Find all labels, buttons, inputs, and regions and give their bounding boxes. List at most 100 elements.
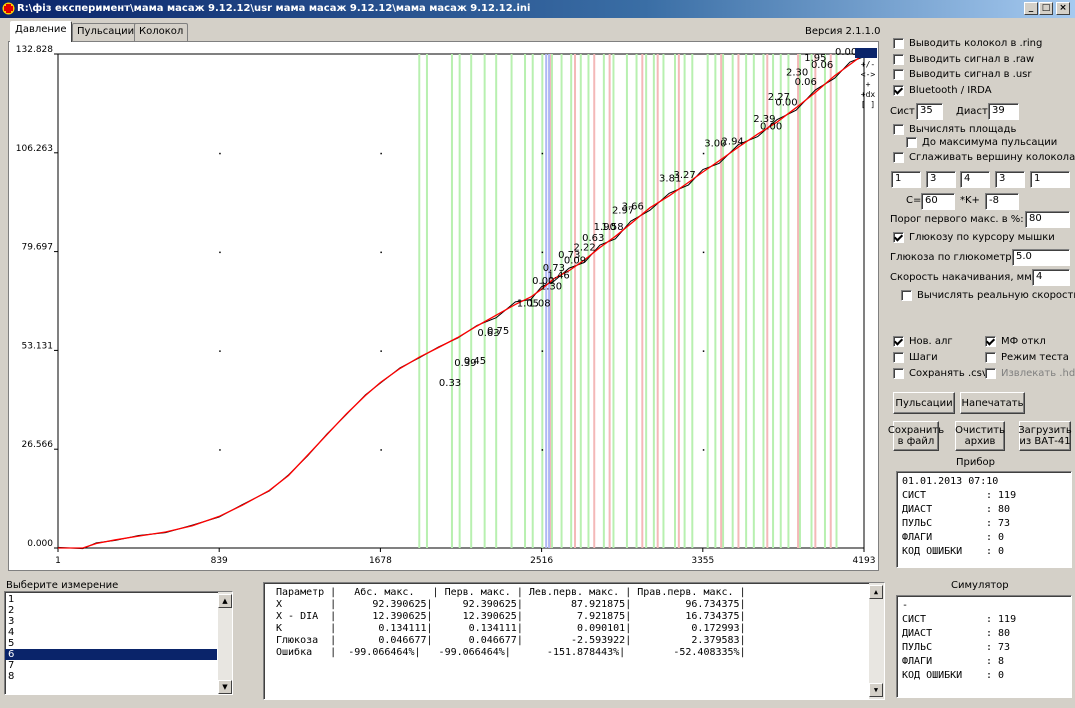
save-csv-label: Сохранять .csv: [909, 368, 988, 379]
new-alg-box[interactable]: [893, 336, 904, 347]
x-tick-label: 839: [211, 556, 228, 566]
device-row: ПУЛЬС: 73: [902, 517, 1066, 531]
calc-area-checkbox[interactable]: Вычислять площадь: [893, 124, 1016, 135]
scroll-up-button[interactable]: ▲: [218, 594, 232, 608]
new-alg-label: Нов. алг: [909, 336, 953, 347]
add-tool[interactable]: +: [865, 80, 871, 89]
pressure-chart[interactable]: 0.000 26.566 53.131 79.697 106.263 132.828 1 83…: [8, 41, 879, 571]
new-alg-checkbox[interactable]: Нов. алг: [893, 336, 953, 347]
param-input-3[interactable]: 4: [960, 171, 990, 188]
out-ring-checkbox[interactable]: Выводить колокол в .ring: [893, 38, 1042, 49]
to-max-checkbox[interactable]: До максимума пульсации: [906, 137, 1057, 148]
param-input-4[interactable]: 3: [995, 171, 1025, 188]
real-speed-checkbox[interactable]: Вычислять реальную скорость: [901, 290, 1075, 301]
threshold-input[interactable]: 80: [1025, 211, 1070, 228]
data-label: 1.08: [528, 298, 550, 309]
simulator-value: : 73: [986, 642, 1011, 653]
tab-pressure[interactable]: Давление: [10, 21, 72, 42]
param-input-5[interactable]: 1: [1030, 171, 1070, 188]
close-button[interactable]: ×: [1056, 2, 1070, 15]
grid-dot: [380, 152, 382, 155]
tab-bell[interactable]: Колокол: [134, 23, 189, 41]
to-max-label: До максимума пульсации: [922, 137, 1058, 148]
data-label: 2.97: [612, 205, 634, 216]
extract-hds-box[interactable]: [985, 368, 996, 379]
pan-tool[interactable]: <->: [860, 70, 876, 79]
minimize-button[interactable]: _: [1024, 2, 1038, 15]
smooth-top-box[interactable]: [893, 152, 904, 163]
param-input-2[interactable]: 3: [926, 171, 956, 188]
table-scroll-down[interactable]: ▼: [869, 683, 883, 697]
title-bar[interactable]: R:\фіз експеримент\мама масаж 9.12.12\us…: [0, 0, 1075, 18]
list-item[interactable]: 8: [8, 671, 15, 682]
sist-input[interactable]: 35: [916, 103, 943, 120]
test-mode-box[interactable]: [985, 352, 996, 363]
data-label: 3.66: [622, 202, 644, 213]
list-item[interactable]: 6: [5, 649, 217, 660]
bluetooth-box[interactable]: [893, 85, 904, 96]
load-bat-button[interactable]: Загрузить из ВАТ-41: [1018, 421, 1072, 451]
to-max-box[interactable]: [906, 137, 917, 148]
y-tick-label: 79.697: [22, 243, 54, 253]
steps-box[interactable]: [893, 352, 904, 363]
diast-label: Диаст: [956, 106, 988, 117]
y-tick-label: 26.566: [22, 440, 54, 450]
steps-checkbox[interactable]: Шаги: [893, 352, 938, 363]
save-file-button[interactable]: Сохранить в файл: [888, 421, 944, 451]
simulator-value: : 0: [986, 670, 1005, 681]
pulsations-button[interactable]: Пульсации: [893, 392, 955, 414]
list-item[interactable]: 4: [8, 627, 15, 638]
device-value: : 80: [986, 504, 1011, 515]
test-mode-checkbox[interactable]: Режим теста: [985, 352, 1069, 363]
out-usr-box[interactable]: [893, 69, 904, 80]
clear-archive-button[interactable]: Очистить архив: [955, 421, 1005, 451]
results-table[interactable]: Параметр | Абс. макс. | Перв. макс. | Ле…: [263, 582, 885, 700]
mf-off-checkbox[interactable]: МФ откл: [985, 336, 1046, 347]
threshold-label: Порог первого макс. в %:: [890, 214, 1024, 225]
fit-tool[interactable]: [ ]: [860, 100, 876, 109]
mf-off-box[interactable]: [985, 336, 996, 347]
scroll-down-button[interactable]: ▼: [218, 680, 232, 694]
glucometer-input[interactable]: 5.0: [1012, 249, 1070, 266]
tab-pulsations[interactable]: Пульсации: [72, 23, 140, 41]
list-item[interactable]: 3: [8, 616, 15, 627]
glucose-cursor-checkbox[interactable]: Глюкозу по курсору мышки: [893, 232, 1055, 243]
list-item[interactable]: 7: [8, 660, 15, 671]
plot-tools[interactable]: +/- <-> + +dx [ ]: [858, 60, 878, 110]
list-item[interactable]: 5: [8, 638, 15, 649]
extract-hds-checkbox[interactable]: Извлекать .hds: [985, 368, 1075, 379]
table-scrollbar[interactable]: [869, 583, 884, 699]
bluetooth-checkbox[interactable]: Bluetooth / IRDA: [893, 85, 992, 96]
out-ring-box[interactable]: [893, 38, 904, 49]
measurements-title: Выберите измерение: [6, 580, 119, 591]
print-button[interactable]: Напечатать: [960, 392, 1025, 414]
calc-area-box[interactable]: [893, 124, 904, 135]
x-tick-label: 3355: [691, 556, 714, 566]
mf-off-label: МФ откл: [1001, 336, 1046, 347]
dx-tool[interactable]: +dx: [860, 90, 876, 99]
out-usr-checkbox[interactable]: Выводить сигнал в .usr: [893, 69, 1031, 80]
k-input[interactable]: -8: [985, 193, 1019, 210]
plot-area[interactable]: [57, 53, 865, 549]
out-raw-checkbox[interactable]: Выводить сигнал в .raw: [893, 54, 1034, 65]
out-raw-box[interactable]: [893, 54, 904, 65]
param-input-1[interactable]: 1: [891, 171, 921, 188]
speed-input[interactable]: 4: [1032, 269, 1070, 286]
table-scroll-up[interactable]: ▲: [869, 585, 883, 599]
save-csv-box[interactable]: [893, 368, 904, 379]
list-item[interactable]: 2: [8, 605, 15, 616]
calc-area-label: Вычислять площадь: [909, 124, 1017, 135]
c-input[interactable]: 60: [921, 193, 955, 210]
glucose-cursor-box[interactable]: [893, 232, 904, 243]
smooth-top-checkbox[interactable]: Сглаживать вершину колокола: [893, 152, 1075, 163]
table-row: X | 92.390625| 92.390625| 87.921875| 96.…: [276, 599, 746, 610]
diast-input[interactable]: 39: [988, 103, 1019, 120]
maximize-button[interactable]: □: [1039, 2, 1053, 15]
list-scrollbar[interactable]: [218, 592, 232, 694]
list-item[interactable]: 1: [8, 594, 15, 605]
x-tick-label: 2516: [530, 556, 553, 566]
zoom-tool[interactable]: +/-: [860, 60, 876, 69]
real-speed-box[interactable]: [901, 290, 912, 301]
save-csv-checkbox[interactable]: Сохранять .csv: [893, 368, 988, 379]
